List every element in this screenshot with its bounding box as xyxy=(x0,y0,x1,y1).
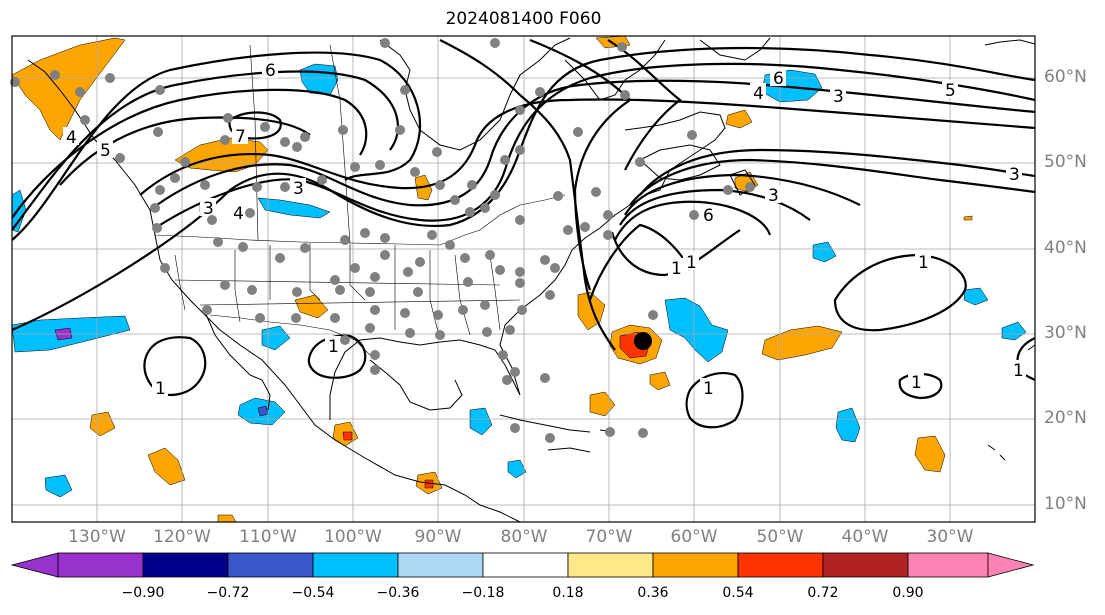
contour-label: 1 xyxy=(686,253,697,273)
map-title: 2024081400 F060 xyxy=(445,9,602,29)
storm-center-marker xyxy=(634,332,652,350)
contour-label: 4 xyxy=(753,84,764,104)
colorbar-tick: 0.18 xyxy=(552,585,584,601)
colorbar-tick: −0.18 xyxy=(461,585,505,601)
contour-label-layer: 6 6 4 3 5 7 4 3 4 5 3 1 1 1 1 3 1 1 1 6 … xyxy=(63,60,1026,399)
contour-label: 6 xyxy=(265,61,276,81)
contour-label: 3 xyxy=(1009,165,1020,185)
lon-label: 60°W xyxy=(670,527,718,547)
colorbar-tick: −0.54 xyxy=(291,585,335,601)
lat-label: 60°N xyxy=(1044,67,1087,87)
lon-label: 30°W xyxy=(926,527,974,547)
colorbar xyxy=(10,552,1035,578)
lon-label: 70°W xyxy=(585,527,633,547)
contour-label: 1 xyxy=(703,379,714,399)
lon-label: 50°W xyxy=(756,527,804,547)
station-dots xyxy=(10,38,755,443)
contour-label: 1 xyxy=(328,337,339,357)
colorbar-tick: 0.36 xyxy=(637,585,669,601)
borders xyxy=(154,44,566,361)
contour-label: 5 xyxy=(945,81,956,101)
contour-label: 1 xyxy=(918,253,929,273)
contour-label: 3 xyxy=(203,199,214,219)
colorbar-tick: 0.54 xyxy=(722,585,754,601)
colorbar-tick: −0.72 xyxy=(206,585,250,601)
contour-label: 7 xyxy=(235,127,246,147)
contour-label: 1 xyxy=(155,379,166,399)
contour-label: 6 xyxy=(703,206,714,226)
contour-label: 4 xyxy=(66,128,77,148)
colorbar-tick: 0.90 xyxy=(892,585,924,601)
contour-label: 1 xyxy=(911,373,922,393)
lat-label: 30°N xyxy=(1044,323,1087,343)
contour-label: 1 xyxy=(1013,361,1024,381)
lat-label: 50°N xyxy=(1044,152,1087,172)
lat-label: 20°N xyxy=(1044,408,1087,428)
lon-label: 100°W xyxy=(324,527,382,547)
contour-label: 3 xyxy=(833,87,844,107)
contour-label: 3 xyxy=(293,179,304,199)
contour-label: 1 xyxy=(671,259,682,279)
lat-label: 40°N xyxy=(1044,238,1087,258)
lat-label: 10°N xyxy=(1044,494,1087,514)
contour-label: 3 xyxy=(768,186,779,206)
colorbar-tick: 0.72 xyxy=(807,585,839,601)
lon-label: 110°W xyxy=(239,527,297,547)
contour-label: 5 xyxy=(100,141,111,161)
lon-label: 80°W xyxy=(500,527,548,547)
contour-label: 4 xyxy=(233,204,244,224)
lon-label: 130°W xyxy=(68,527,126,547)
lon-label: 120°W xyxy=(153,527,211,547)
lon-label: 40°W xyxy=(841,527,889,547)
contour-label: 6 xyxy=(773,69,784,89)
colorbar-tick: −0.36 xyxy=(376,585,420,601)
lon-label: 90°W xyxy=(414,527,462,547)
colorbar-tick: −0.90 xyxy=(121,585,165,601)
